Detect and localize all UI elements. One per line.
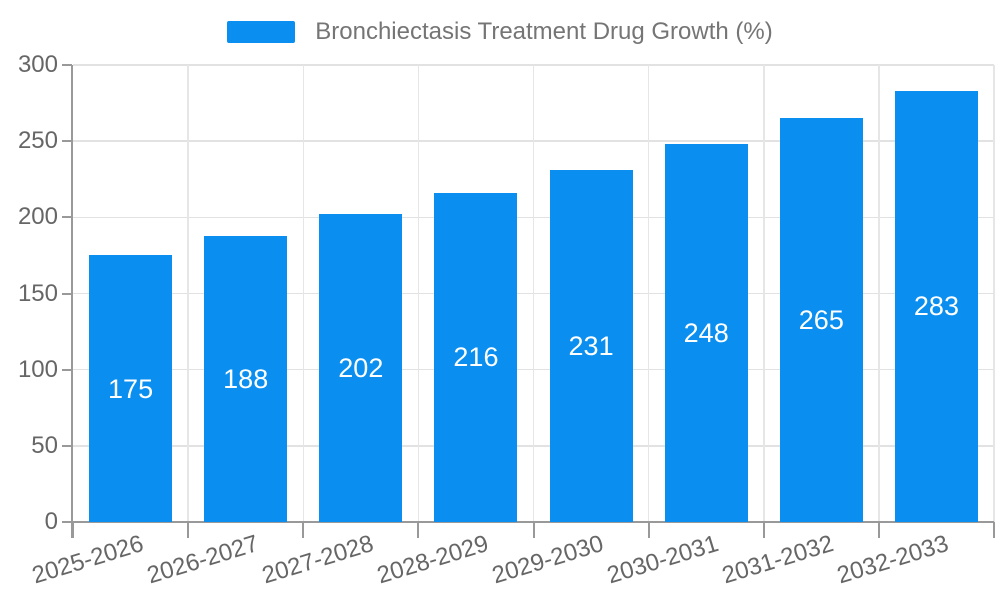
bar[interactable]: 265 <box>779 118 863 522</box>
y-axis-tick-label: 0 <box>44 508 58 535</box>
y-axis-tick <box>62 521 72 523</box>
gridline-vertical <box>763 65 765 522</box>
y-axis-tick-label: 250 <box>17 127 58 155</box>
bar-value-label: 175 <box>108 373 154 404</box>
y-axis-tick-label: 300 <box>17 51 58 78</box>
gridline-vertical <box>302 65 304 522</box>
bar[interactable]: 175 <box>89 255 173 522</box>
x-axis-tick <box>72 522 74 538</box>
y-axis-tick-label: 100 <box>17 355 58 383</box>
y-axis-tick-label: 150 <box>17 279 58 307</box>
x-axis-tick <box>532 522 535 538</box>
gridline-vertical <box>647 65 650 522</box>
x-axis-tick <box>417 522 420 538</box>
bar-value-label: 248 <box>683 318 729 349</box>
bar[interactable]: 216 <box>434 192 518 522</box>
gridline-vertical <box>187 65 189 522</box>
x-axis-tick <box>762 522 765 538</box>
x-axis-tick <box>993 522 995 538</box>
bar-value-label: 188 <box>223 363 269 394</box>
bar-value-label: 216 <box>453 342 499 373</box>
legend-label: Bronchiectasis Treatment Drug Growth (%) <box>315 18 773 45</box>
x-axis-tick <box>647 522 650 538</box>
gridline-vertical <box>532 65 535 522</box>
legend[interactable]: Bronchiectasis Treatment Drug Growth (%) <box>0 16 1000 48</box>
gridline-vertical <box>993 65 995 522</box>
bar-value-label: 202 <box>338 353 384 384</box>
bar-value-label: 283 <box>913 291 959 322</box>
x-axis-tick <box>187 522 190 538</box>
bar[interactable]: 248 <box>664 144 748 522</box>
y-axis-tick-label: 200 <box>17 203 58 231</box>
y-axis-tick <box>62 292 72 295</box>
gridline-vertical <box>878 65 880 522</box>
bar[interactable]: 231 <box>549 170 633 522</box>
bar-value-label: 231 <box>568 331 614 362</box>
bar-value-label: 265 <box>798 305 844 336</box>
y-axis-tick <box>62 64 72 66</box>
bar[interactable]: 283 <box>894 90 978 522</box>
y-axis-line <box>71 65 73 538</box>
y-axis-tick <box>62 368 72 371</box>
y-axis-tick <box>62 216 72 219</box>
x-axis-tick <box>877 522 880 538</box>
bar[interactable]: 202 <box>319 214 403 522</box>
gridline-vertical <box>417 65 420 522</box>
y-axis-tick <box>62 140 72 143</box>
legend-swatch-icon[interactable] <box>227 21 296 43</box>
y-axis-tick-label: 50 <box>31 431 58 459</box>
x-axis-line <box>71 521 994 523</box>
y-axis-tick <box>62 444 72 447</box>
bar[interactable]: 188 <box>204 235 288 522</box>
x-axis-tick <box>302 522 305 538</box>
